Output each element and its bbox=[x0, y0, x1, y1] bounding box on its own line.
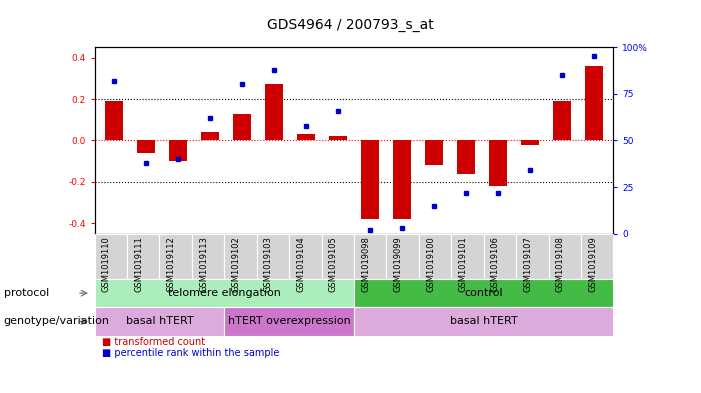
Text: GSM1019099: GSM1019099 bbox=[394, 236, 402, 292]
Text: GSM1019111: GSM1019111 bbox=[135, 236, 143, 292]
Bar bbox=[233, 114, 251, 140]
Bar bbox=[169, 140, 186, 161]
Text: GSM1019109: GSM1019109 bbox=[588, 236, 597, 292]
Text: control: control bbox=[464, 288, 503, 298]
Bar bbox=[585, 66, 603, 140]
Text: GSM1019106: GSM1019106 bbox=[491, 236, 500, 292]
Bar bbox=[105, 101, 123, 140]
Text: GSM1019103: GSM1019103 bbox=[264, 236, 273, 292]
Bar bbox=[297, 134, 315, 140]
Bar bbox=[329, 136, 347, 140]
Bar bbox=[393, 140, 411, 219]
Text: ■ transformed count: ■ transformed count bbox=[102, 337, 205, 347]
Bar bbox=[361, 140, 379, 219]
Text: GDS4964 / 200793_s_at: GDS4964 / 200793_s_at bbox=[267, 18, 434, 32]
Text: GSM1019107: GSM1019107 bbox=[524, 236, 532, 292]
Text: genotype/variation: genotype/variation bbox=[4, 316, 109, 327]
Bar bbox=[489, 140, 507, 186]
Text: GSM1019105: GSM1019105 bbox=[329, 236, 338, 292]
Text: GSM1019108: GSM1019108 bbox=[556, 236, 565, 292]
Bar bbox=[553, 101, 571, 140]
Text: GSM1019101: GSM1019101 bbox=[458, 236, 468, 292]
Bar bbox=[522, 140, 539, 145]
Text: GSM1019112: GSM1019112 bbox=[167, 236, 176, 292]
Bar bbox=[265, 84, 283, 140]
Text: GSM1019100: GSM1019100 bbox=[426, 236, 435, 292]
Text: GSM1019104: GSM1019104 bbox=[297, 236, 306, 292]
Bar bbox=[457, 140, 475, 174]
Text: protocol: protocol bbox=[4, 288, 49, 298]
Text: ■ percentile rank within the sample: ■ percentile rank within the sample bbox=[102, 348, 279, 358]
Text: GSM1019098: GSM1019098 bbox=[361, 236, 370, 292]
Bar bbox=[201, 132, 219, 140]
Text: telomere elongation: telomere elongation bbox=[168, 288, 281, 298]
Text: GSM1019110: GSM1019110 bbox=[102, 236, 111, 292]
Bar bbox=[426, 140, 443, 165]
Text: basal hTERT: basal hTERT bbox=[450, 316, 517, 327]
Text: basal hTERT: basal hTERT bbox=[125, 316, 193, 327]
Text: GSM1019113: GSM1019113 bbox=[199, 236, 208, 292]
Bar bbox=[137, 140, 155, 153]
Text: GSM1019102: GSM1019102 bbox=[231, 236, 240, 292]
Text: hTERT overexpression: hTERT overexpression bbox=[228, 316, 350, 327]
